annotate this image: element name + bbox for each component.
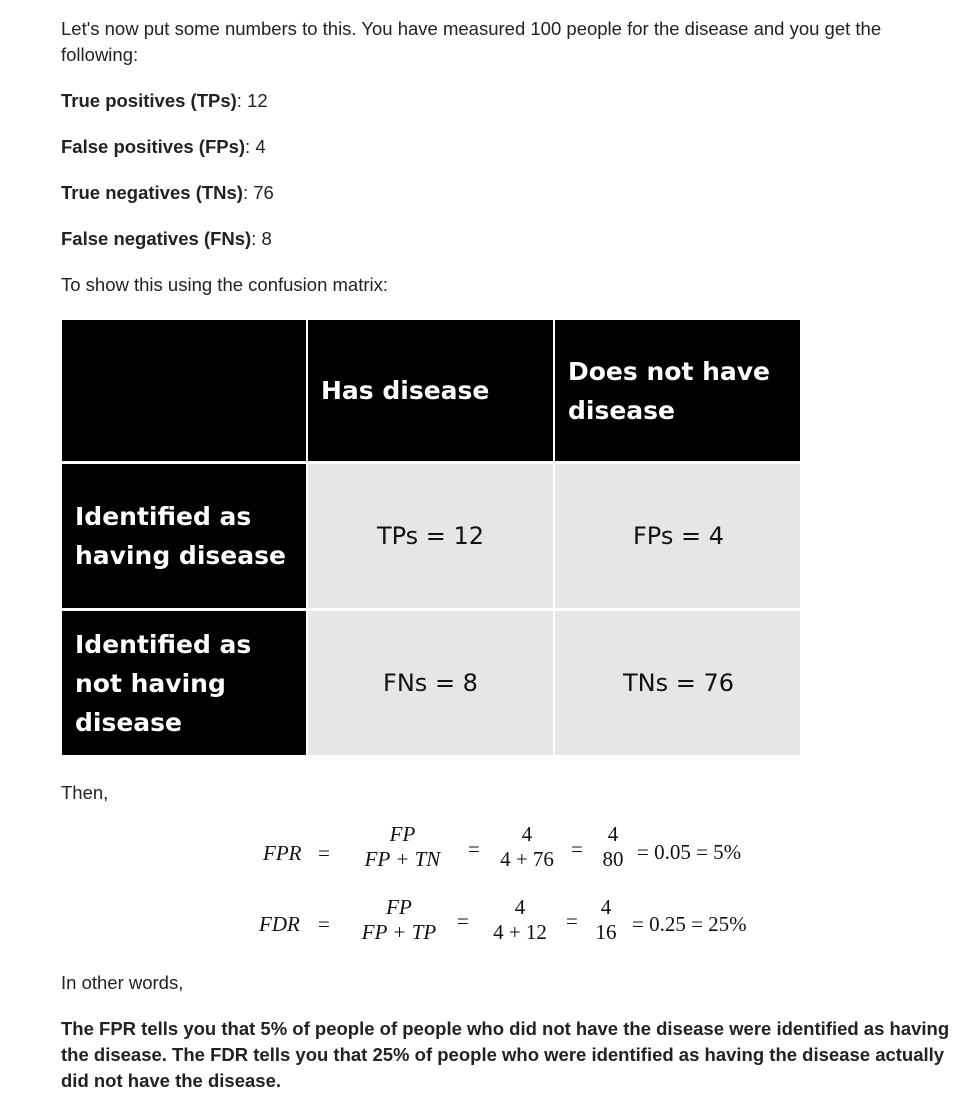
then-text: Then, bbox=[61, 782, 109, 803]
intro-paragraph: Let's now put some numbers to this. You … bbox=[61, 18, 882, 65]
cell-tp: TPs = 12 bbox=[308, 464, 553, 608]
fdr-eq-2: = bbox=[566, 909, 578, 933]
row-header-not-identified: Identified as not having disease bbox=[62, 611, 306, 755]
stat-true-negatives: True negatives (TNs): 76 bbox=[61, 180, 274, 206]
fpr-frac-reduced: 4 80 bbox=[602, 822, 624, 871]
cell-tn: TNs = 76 bbox=[555, 611, 800, 755]
confusion-matrix-image: Has disease Does not have disease Identi… bbox=[62, 320, 800, 755]
fpr-eq-1: = bbox=[468, 837, 480, 861]
fdr-eq-1: = bbox=[457, 909, 469, 933]
matrix-corner bbox=[62, 320, 306, 461]
fpr-frac-values: 4 4 + 76 bbox=[500, 822, 554, 871]
stat-label: False negatives (FNs) bbox=[61, 228, 252, 249]
stat-value: : 4 bbox=[245, 136, 266, 157]
fdr-lhs: FDR bbox=[259, 912, 300, 936]
stat-false-positives: False positives (FPs): 4 bbox=[61, 134, 266, 160]
col-header-has-disease: Has disease bbox=[308, 320, 553, 461]
fpr-result: = 0.05 = 5% bbox=[637, 840, 742, 864]
stat-label: True positives (TPs) bbox=[61, 90, 237, 111]
in-other-words-text: In other words, bbox=[61, 972, 184, 993]
cell-fn: FNs = 8 bbox=[308, 611, 553, 755]
stat-label: False positives (FPs) bbox=[61, 136, 246, 157]
fdr-lhs-eq: = bbox=[318, 912, 330, 936]
fdr-result: = 0.25 = 25% bbox=[632, 912, 747, 936]
stat-value: : 8 bbox=[251, 228, 272, 249]
stat-false-negatives: False negatives (FNs): 8 bbox=[61, 226, 272, 252]
fdr-frac-reduced: 4 16 bbox=[595, 895, 617, 944]
stat-true-positives: True positives (TPs): 12 bbox=[61, 88, 268, 114]
col-header-no-disease: Does not have disease bbox=[555, 320, 800, 461]
fdr-frac-symbolic: FP FP + TP bbox=[361, 895, 437, 944]
matrix-intro: To show this using the confusion matrix: bbox=[61, 274, 388, 295]
fdr-frac-values: 4 4 + 12 bbox=[493, 895, 547, 944]
conclusion-paragraph: The FPR tells you that 5% of people of p… bbox=[61, 1018, 950, 1091]
cell-fp: FPs = 4 bbox=[555, 464, 800, 608]
row-header-identified: Identified as having disease bbox=[62, 464, 306, 608]
fpr-lhs: FPR bbox=[263, 841, 302, 865]
stat-value: : 76 bbox=[242, 182, 274, 203]
stat-label: True negatives (TNs) bbox=[61, 182, 243, 203]
fpr-frac-symbolic: FP FP + TN bbox=[364, 822, 441, 871]
fpr-eq-2: = bbox=[571, 837, 583, 861]
fpr-lhs-eq: = bbox=[318, 841, 330, 865]
stat-value: : 12 bbox=[236, 90, 268, 111]
